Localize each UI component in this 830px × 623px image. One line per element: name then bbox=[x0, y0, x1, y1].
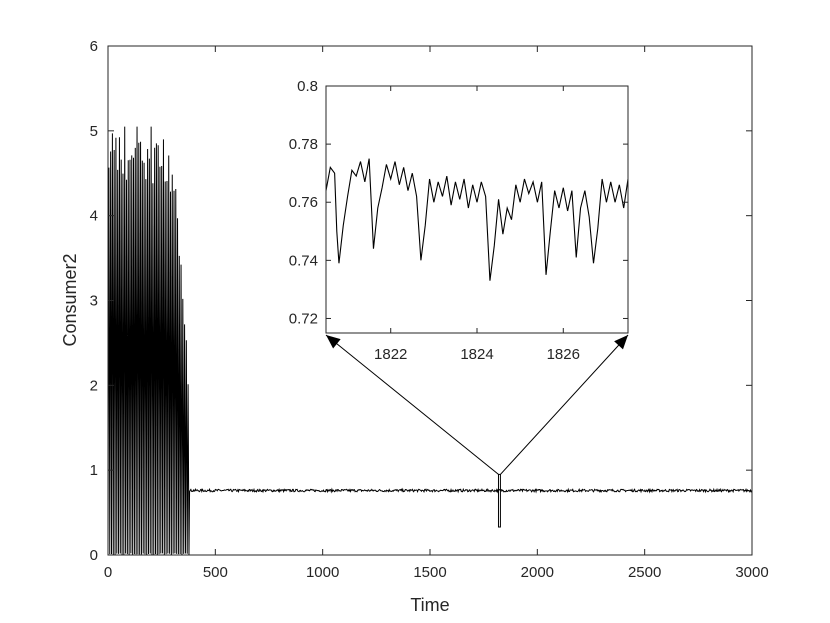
y-axis-label: Consumer2 bbox=[60, 253, 80, 346]
main-plot: 0 500 1000 1500 2000 2500 3000 0 1 2 3 4 5 6 Time Con… bbox=[60, 38, 769, 615]
inset-x-tick-label: 1822 bbox=[374, 346, 407, 363]
inset-y-tick-label: 0.78 bbox=[289, 136, 318, 153]
inset-y-tick-label: 0.74 bbox=[289, 252, 318, 269]
inset-series-line bbox=[325, 158, 629, 281]
zoom-arrow-right bbox=[500, 334, 629, 475]
x-tick-label: 1000 bbox=[306, 564, 339, 581]
inset-x-tick-label: 1824 bbox=[460, 346, 493, 363]
x-tick-label: 2500 bbox=[628, 564, 661, 581]
y-tick-label: 4 bbox=[90, 208, 98, 225]
zoom-arrow-right-head bbox=[614, 335, 628, 350]
zoom-arrow-left-head bbox=[326, 335, 341, 349]
inset-plot: 1822 1824 1826 0.72 0.74 0.76 0.78 0.8 bbox=[289, 78, 629, 363]
main-series bbox=[107, 126, 753, 556]
main-series-line bbox=[107, 126, 753, 556]
inset-background bbox=[326, 86, 628, 333]
inset-x-tick-label: 1826 bbox=[547, 346, 580, 363]
x-tick-label: 3000 bbox=[735, 564, 768, 581]
main-tick-labels: 0 500 1000 1500 2000 2500 3000 0 1 2 3 4 5 6 bbox=[90, 38, 769, 581]
inset-series bbox=[325, 158, 629, 281]
inset-y-tick-label: 0.8 bbox=[297, 78, 318, 95]
y-tick-label: 6 bbox=[90, 38, 98, 55]
main-ticks bbox=[107, 45, 753, 556]
y-tick-label: 0 bbox=[90, 547, 98, 564]
zoom-arrow-left bbox=[325, 334, 499, 475]
x-tick-label: 500 bbox=[203, 564, 228, 581]
inset-y-tick-label: 0.76 bbox=[289, 194, 318, 211]
x-tick-label: 1500 bbox=[413, 564, 446, 581]
inset-tick-labels: 1822 1824 1826 0.72 0.74 0.76 0.78 0.8 bbox=[289, 78, 580, 363]
inset-y-tick-label: 0.72 bbox=[289, 310, 318, 327]
y-tick-label: 2 bbox=[90, 377, 98, 394]
y-tick-label: 5 bbox=[90, 123, 98, 140]
y-tick-label: 1 bbox=[90, 462, 98, 479]
x-tick-label: 0 bbox=[104, 564, 112, 581]
zoom-rectangle bbox=[497, 473, 501, 528]
x-axis-label: Time bbox=[410, 595, 449, 615]
inset-ticks bbox=[326, 85, 628, 333]
x-tick-label: 2000 bbox=[521, 564, 554, 581]
zoom-indicator bbox=[325, 334, 629, 528]
y-tick-label: 3 bbox=[90, 293, 98, 310]
